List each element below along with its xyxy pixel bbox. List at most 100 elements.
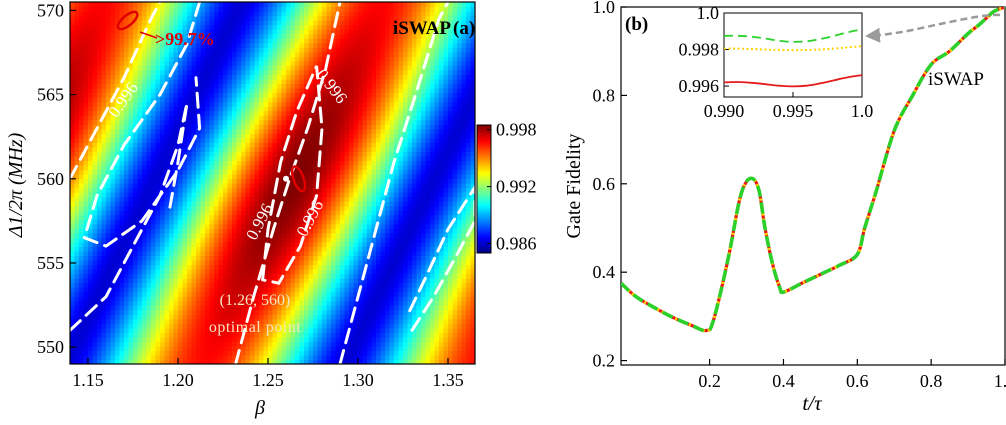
heatmap-cell — [209, 259, 215, 266]
heatmap-cell — [70, 78, 76, 85]
heatmap-cell — [155, 300, 161, 306]
heatmap-cell — [142, 354, 148, 361]
heatmap-cell — [214, 33, 220, 39]
heatmap-cell — [155, 124, 161, 130]
heatmap-cell — [79, 237, 85, 243]
heatmap-cell — [272, 210, 278, 216]
heatmap-cell — [263, 115, 269, 121]
heatmap-cell — [295, 69, 301, 75]
heatmap-cell — [196, 332, 202, 338]
heatmap-cell — [340, 250, 346, 256]
heatmap-cell — [160, 332, 166, 338]
heatmap-cell — [88, 115, 94, 121]
heatmap-cell — [250, 155, 256, 161]
heatmap-cell — [97, 192, 103, 198]
heatmap-cell — [169, 119, 175, 125]
heatmap-cell — [155, 237, 161, 243]
heatmap-cell — [218, 341, 224, 347]
heatmap-cell — [137, 142, 143, 148]
heatmap-cell — [340, 241, 346, 247]
heatmap-cell — [88, 11, 94, 17]
heatmap-cell — [241, 164, 247, 171]
heatmap-cell — [218, 128, 224, 134]
heatmap-cell — [137, 128, 143, 134]
heatmap-cell — [268, 33, 274, 39]
heatmap-cell — [245, 341, 251, 347]
heatmap-cell — [268, 296, 274, 302]
heatmap-cell — [313, 178, 319, 184]
heatmap-cell — [281, 309, 287, 315]
heatmap-cell — [277, 354, 283, 361]
heatmap-cell — [70, 223, 76, 229]
heatmap-cell — [254, 101, 260, 107]
heatmap-cell — [119, 47, 125, 53]
heatmap-cell — [340, 273, 346, 279]
heatmap-cell — [344, 314, 350, 320]
heatmap-cell — [83, 38, 89, 44]
heatmap-cell — [254, 65, 260, 71]
heatmap-cell — [205, 69, 211, 75]
heatmap-cell — [88, 359, 94, 364]
heatmap-cell — [340, 214, 346, 220]
heatmap-cell — [74, 232, 80, 238]
heatmap-cell — [277, 29, 283, 35]
heatmap-cell — [124, 246, 130, 252]
heatmap-cell — [160, 327, 166, 333]
heatmap-cell — [286, 38, 292, 44]
heatmap-cell — [92, 187, 98, 193]
heatmap-cell — [313, 87, 319, 94]
heatmap-cell — [232, 205, 238, 211]
heatmap-cell — [304, 268, 310, 275]
heatmap-cell — [299, 38, 305, 44]
heatmap-cell — [146, 133, 152, 139]
heatmap-cell — [191, 287, 197, 293]
heatmap-cell — [241, 219, 247, 225]
heatmap-cell — [101, 268, 107, 275]
heatmap-cell — [191, 33, 197, 39]
heatmap-cell — [326, 124, 332, 130]
heatmap-cell — [227, 115, 233, 121]
heatmap-cell — [277, 314, 283, 320]
heatmap-cell — [335, 255, 341, 261]
heatmap-cell — [349, 219, 355, 225]
heatmap-cell — [124, 6, 130, 12]
heatmap-cell — [124, 332, 130, 338]
heatmap-cell — [178, 178, 184, 184]
heatmap-cell — [79, 223, 85, 229]
heatmap-cell — [196, 228, 202, 234]
heatmap-cell — [88, 205, 94, 211]
heatmap-cell — [119, 345, 125, 352]
heatmap-cell — [344, 268, 350, 275]
heatmap-cell — [151, 20, 157, 26]
heatmap-cell — [250, 29, 256, 35]
heatmap-cell — [227, 124, 233, 130]
heatmap-cell — [137, 146, 143, 152]
heatmap-cell — [236, 110, 242, 116]
heatmap-cell — [209, 336, 215, 342]
heatmap-cell — [349, 305, 355, 311]
heatmap-cell — [74, 106, 80, 112]
heatmap-cell — [232, 183, 238, 189]
heatmap-cell — [169, 142, 175, 148]
heatmap-cell — [106, 314, 112, 320]
heatmap-cell — [173, 115, 179, 121]
heatmap-cell — [317, 2, 323, 8]
heatmap-cell — [295, 205, 301, 211]
heatmap-cell — [146, 56, 152, 62]
heatmap-cell — [313, 56, 319, 62]
heatmap-cell — [268, 169, 274, 175]
heatmap-cell — [133, 327, 139, 333]
heatmap-cell — [290, 201, 296, 207]
heatmap-cell — [92, 259, 98, 266]
heatmap-cell — [137, 205, 143, 211]
heatmap-cell — [272, 354, 278, 361]
heatmap-cell — [313, 47, 319, 53]
heatmap-cell — [263, 24, 269, 30]
heatmap-cell — [178, 33, 184, 39]
heatmap-cell — [209, 264, 215, 270]
heatmap-cell — [245, 278, 251, 284]
heatmap-cell — [209, 314, 215, 320]
heatmap-cell — [124, 42, 130, 48]
heatmap-cell — [227, 101, 233, 107]
heatmap-cell — [83, 137, 89, 143]
